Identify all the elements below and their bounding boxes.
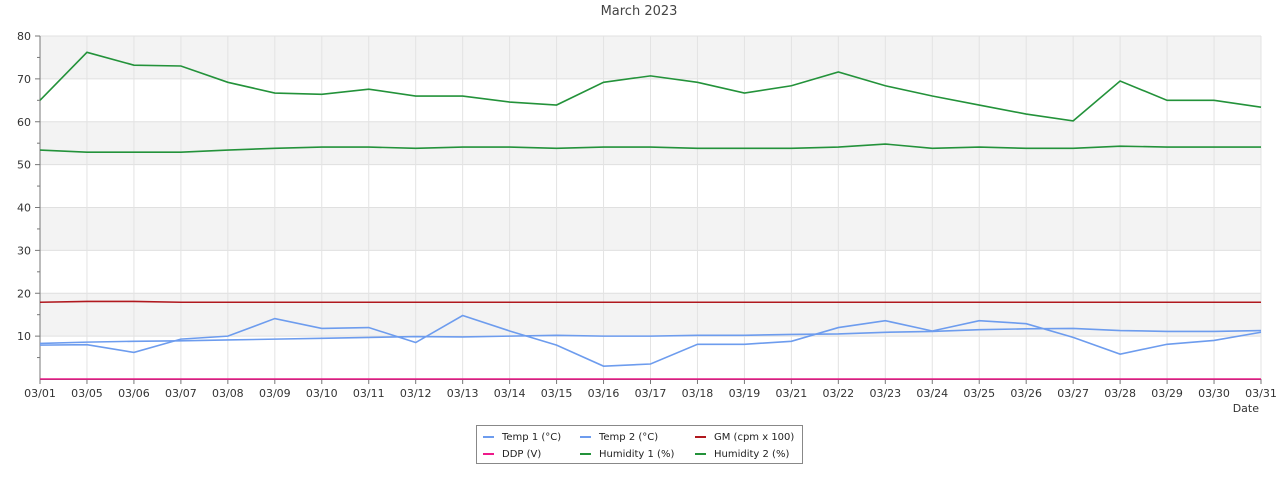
x-tick-label: 03/07 bbox=[165, 387, 197, 400]
legend-swatch bbox=[695, 453, 706, 455]
x-tick-label: 03/09 bbox=[259, 387, 291, 400]
y-tick-label: 70 bbox=[17, 73, 31, 86]
series-line-humidity-2 bbox=[39, 143, 1261, 153]
legend-item[interactable]: Temp 2 (°C) bbox=[580, 430, 658, 444]
legend-item[interactable]: GM (cpm x 100) bbox=[695, 430, 794, 444]
x-tick-label: 03/28 bbox=[1104, 387, 1136, 400]
x-axis-label: Date bbox=[1233, 402, 1260, 415]
x-tick-label: 03/08 bbox=[212, 387, 244, 400]
legend-swatch bbox=[695, 436, 706, 438]
y-tick-label: 30 bbox=[17, 244, 31, 257]
x-tick-label: 03/19 bbox=[729, 387, 761, 400]
line-chart: March 2023 10 20 30 40 50 60 70 80 03/01 03/05 03/… bbox=[17, 4, 1277, 415]
x-tick-label: 03/21 bbox=[776, 387, 808, 400]
x-tick-label: 03/25 bbox=[963, 387, 995, 400]
y-tick-label: 50 bbox=[17, 159, 31, 172]
x-tick-label: 03/18 bbox=[682, 387, 714, 400]
x-tick-label: 03/31 bbox=[1245, 387, 1277, 400]
legend-item[interactable]: Humidity 2 (%) bbox=[695, 447, 789, 461]
y-tick-label: 40 bbox=[17, 202, 31, 215]
legend-item[interactable]: DDP (V) bbox=[483, 447, 541, 461]
y-tick-label: 10 bbox=[17, 330, 31, 343]
x-tick-label: 03/14 bbox=[494, 387, 526, 400]
series-line-humidity-1 bbox=[39, 51, 1262, 122]
legend: Temp 1 (°C) Temp 2 (°C) GM (cpm x 100) DDP … bbox=[476, 425, 803, 464]
x-tick-label: 03/12 bbox=[400, 387, 432, 400]
x-tick-label: 03/26 bbox=[1010, 387, 1042, 400]
x-tick-label: 03/16 bbox=[588, 387, 620, 400]
legend-item[interactable]: Temp 1 (°C) bbox=[483, 430, 561, 444]
legend-label: Temp 2 (°C) bbox=[599, 431, 659, 443]
legend-swatch bbox=[580, 453, 591, 455]
series-line-temp-2-c bbox=[39, 314, 1262, 367]
x-tick-label: 03/17 bbox=[635, 387, 667, 400]
x-tick-label: 03/01 bbox=[24, 387, 56, 400]
x-tick-label: 03/15 bbox=[541, 387, 573, 400]
legend-label: GM (cpm x 100) bbox=[714, 431, 795, 443]
y-tick-label: 60 bbox=[17, 116, 31, 129]
x-tick-label: 03/29 bbox=[1151, 387, 1183, 400]
legend-label: Humidity 1 (%) bbox=[599, 448, 675, 460]
x-tick-label: 03/30 bbox=[1198, 387, 1230, 400]
y-tick-label: 20 bbox=[17, 287, 31, 300]
chart-title: March 2023 bbox=[601, 4, 678, 19]
legend-label: Humidity 2 (%) bbox=[714, 448, 790, 460]
x-tick-label: 03/06 bbox=[118, 387, 150, 400]
legend-label: Temp 1 (°C) bbox=[502, 431, 562, 443]
x-tick-label: 03/22 bbox=[822, 387, 854, 400]
x-tick-label: 03/24 bbox=[916, 387, 948, 400]
series-line-gm-cpm-x-100 bbox=[39, 300, 1261, 304]
legend-swatch bbox=[483, 436, 494, 438]
series-line-temp-1-c bbox=[39, 327, 1262, 345]
legend-swatch bbox=[580, 436, 591, 438]
x-tick-label: 03/05 bbox=[71, 387, 103, 400]
x-tick-label: 03/23 bbox=[869, 387, 901, 400]
legend-swatch bbox=[483, 453, 494, 455]
x-tick-label: 03/10 bbox=[306, 387, 338, 400]
x-tick-label: 03/27 bbox=[1057, 387, 1089, 400]
y-tick-label: 80 bbox=[17, 30, 31, 43]
legend-item[interactable]: Humidity 1 (%) bbox=[580, 447, 674, 461]
x-tick-label: 03/13 bbox=[447, 387, 479, 400]
legend-label: DDP (V) bbox=[502, 448, 542, 460]
x-tick-label: 03/11 bbox=[353, 387, 385, 400]
